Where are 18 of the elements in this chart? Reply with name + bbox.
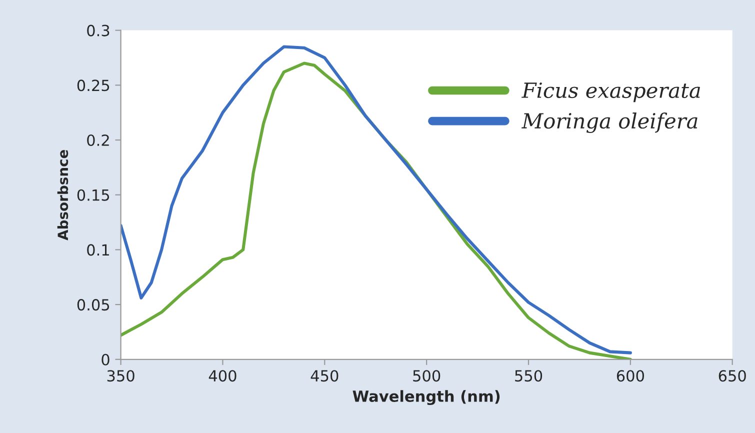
x-tick-label: 400 bbox=[208, 370, 236, 382]
y-tick-label: 0.05 bbox=[77, 299, 110, 311]
x-tick-label: 600 bbox=[616, 370, 644, 382]
x-tick-label: 350 bbox=[107, 370, 134, 382]
y-axis-title: Absorbsnce bbox=[57, 150, 68, 240]
y-tick-label: 0.2 bbox=[87, 134, 109, 146]
legend-label: Ficus exasperata bbox=[522, 82, 700, 102]
y-tick-label: 0.25 bbox=[77, 80, 110, 92]
y-tick-label: 0.3 bbox=[87, 24, 110, 36]
x-tick-label: 650 bbox=[718, 370, 746, 382]
x-tick-label: 450 bbox=[310, 370, 338, 382]
x-axis-title: Wavelength (nm) bbox=[352, 390, 500, 406]
x-tick-label: 550 bbox=[515, 370, 542, 382]
x-tick-label: 500 bbox=[413, 370, 440, 382]
y-tick-label: 0.1 bbox=[87, 244, 109, 256]
legend-label: Moringa oleifera bbox=[522, 112, 698, 134]
y-tick-label: 0.15 bbox=[77, 189, 110, 201]
y-tick-label: 0 bbox=[102, 354, 110, 366]
